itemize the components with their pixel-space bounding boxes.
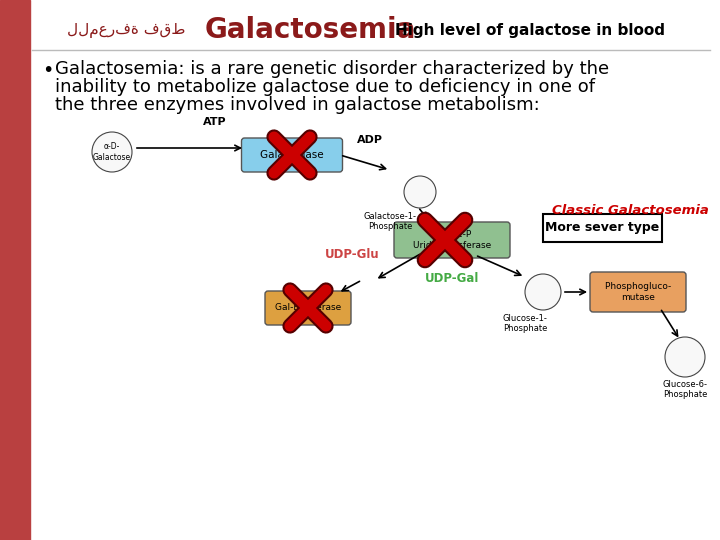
Text: UDP-Glu: UDP-Glu <box>325 248 379 261</box>
Circle shape <box>665 337 705 377</box>
FancyBboxPatch shape <box>590 272 686 312</box>
FancyBboxPatch shape <box>265 291 351 325</box>
Text: More sever type: More sever type <box>545 221 659 234</box>
Text: α-D-
Galactose: α-D- Galactose <box>93 143 131 161</box>
Circle shape <box>525 274 561 310</box>
Bar <box>0 0 30 540</box>
Text: Glucose-1-
Phosphate: Glucose-1- Phosphate <box>503 314 547 333</box>
Text: Classic Galactosemia: Classic Galactosemia <box>552 204 709 217</box>
Text: High level of galactose in blood: High level of galactose in blood <box>395 23 665 37</box>
FancyBboxPatch shape <box>394 222 510 258</box>
FancyBboxPatch shape <box>543 214 662 242</box>
Text: للمعرفة فقط: للمعرفة فقط <box>67 23 185 37</box>
FancyBboxPatch shape <box>241 138 343 172</box>
Text: •: • <box>42 60 53 79</box>
Text: UDP-Gal: UDP-Gal <box>425 272 480 285</box>
Circle shape <box>92 132 132 172</box>
Text: Galactosemia: is a rare genetic disorder characterized by the: Galactosemia: is a rare genetic disorder… <box>55 60 609 78</box>
Text: Galac⁠⁠kinase: Galac⁠⁠kinase <box>260 150 324 160</box>
Circle shape <box>404 176 436 208</box>
Text: the three enzymes involved in galactose metabolism:: the three enzymes involved in galactose … <box>55 96 540 114</box>
Text: Galactosemia: Galactosemia <box>204 16 415 44</box>
Text: Phosphoglu⁠co-
mutase: Phosphoglu⁠co- mutase <box>605 282 671 302</box>
Text: Galactose-1-
Phosphate: Galactose-1- Phosphate <box>364 212 416 232</box>
Text: ATP: ATP <box>203 117 227 127</box>
Text: Glucose-6-
Phosphate: Glucose-6- Phosphate <box>662 380 708 400</box>
Text: Gala⁠⁠-1-P
Uridyl⁠⁠transferase: Gala⁠⁠-1-P Uridyl⁠⁠transferase <box>413 230 491 249</box>
Text: ADP: ADP <box>357 135 383 145</box>
Text: inability to metabolize galactose due to deficiency in one of: inability to metabolize galactose due to… <box>55 78 595 96</box>
Text: Gal-Epi⁠merase: Gal-Epi⁠merase <box>275 303 341 313</box>
